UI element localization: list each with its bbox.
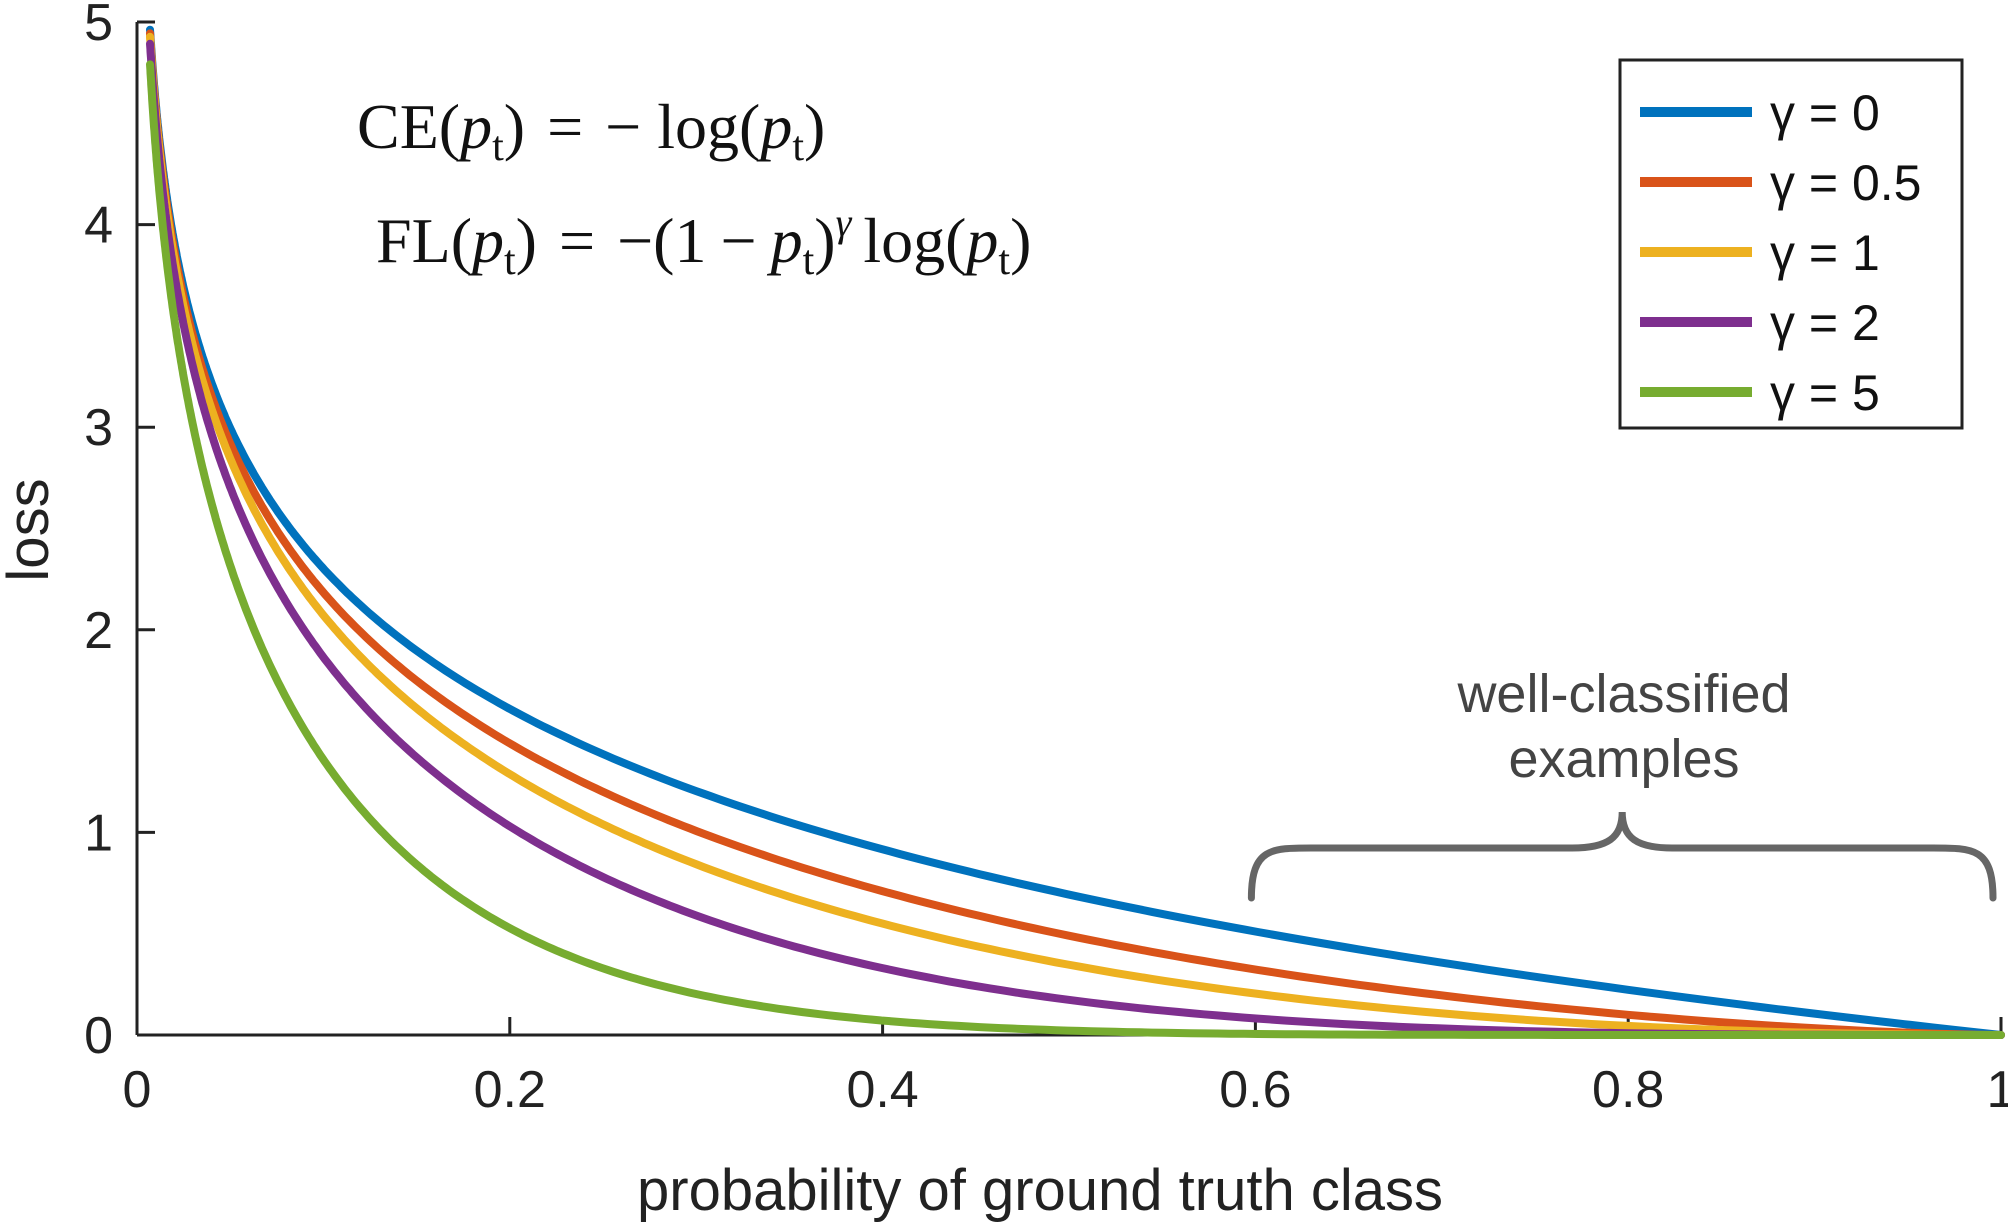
legend: γ = 0 γ = 0.5 γ = 1 γ = 2 γ = 5: [1618, 58, 1964, 430]
ce-p2: p: [756, 91, 792, 162]
ce-equation: CE(pt) = − log(pt): [357, 91, 825, 170]
y-tick-label: 2: [84, 602, 113, 660]
fl-rparen: ): [516, 205, 537, 276]
fl-lparen: (: [451, 205, 472, 276]
ce-minus: −: [605, 91, 641, 162]
fl-gamma: γ: [836, 200, 853, 245]
legend-label: γ = 5: [1770, 365, 1880, 421]
legend-label: γ = 1: [1770, 225, 1880, 281]
fl-t: t: [504, 238, 516, 284]
x-tick-label: 0: [123, 1061, 152, 1119]
x-tick-label: 0.4: [846, 1061, 918, 1119]
fl-minus: −: [617, 205, 653, 276]
y-tick-label: 0: [84, 1007, 113, 1065]
fl-t3: t: [998, 238, 1010, 284]
x-ticks: 0 0.2 0.4 0.6 0.8 1: [123, 1017, 2008, 1119]
annotation-line-2: examples: [1508, 729, 1739, 789]
ce-p: p: [456, 91, 492, 162]
fl-equation: FL(pt) = −(1− pt)γ log(pt): [376, 200, 1031, 284]
fl-p3: p: [962, 205, 998, 276]
annotation-line-1: well-classified: [1456, 664, 1790, 724]
y-tick-label: 5: [84, 0, 113, 52]
fl-rparen3: ): [1010, 205, 1031, 276]
fl-minus2: −: [720, 205, 756, 276]
fl-p2: p: [767, 205, 803, 276]
ce-rparen2: ): [804, 91, 825, 162]
legend-items: γ = 0 γ = 0.5 γ = 1 γ = 2 γ = 5: [1640, 85, 1922, 421]
ce-eq: =: [547, 91, 583, 162]
loss-curves: [146, 25, 2005, 1039]
x-tick-label: 0.2: [474, 1061, 546, 1119]
y-tick-label: 3: [84, 399, 113, 457]
fl-name: FL: [376, 205, 451, 276]
x-tick-label: 0.6: [1219, 1061, 1291, 1119]
fl-log: log: [863, 205, 945, 276]
ce-t: t: [492, 124, 504, 170]
brace-path: [1247, 811, 1997, 902]
plot-area: 0 0.2 0.4 0.6 0.8 1 0 1 2 3 4 5: [84, 0, 2008, 1119]
fl-lparen3: (: [945, 205, 966, 276]
legend-label: γ = 2: [1770, 295, 1880, 351]
y-tick-label: 4: [84, 197, 113, 255]
fl-t2: t: [803, 238, 815, 284]
loss-curve-gamma-5: [146, 60, 2005, 1039]
ce-name: CE: [357, 91, 439, 162]
y-tick-label: 1: [84, 804, 113, 862]
ce-rparen: ): [504, 91, 525, 162]
fl-lparen2: (: [653, 205, 674, 276]
y-ticks: 0 1 2 3 4 5: [84, 0, 155, 1065]
legend-label: γ = 0: [1770, 85, 1880, 141]
x-axis-label: probability of ground truth class: [637, 1158, 1443, 1223]
legend-label: γ = 0.5: [1770, 155, 1922, 211]
x-tick-label: 0.8: [1592, 1061, 1664, 1119]
well-classified-brace: [1247, 811, 1997, 902]
fl-rparen2: ): [814, 205, 835, 276]
loss-curve-gamma-2: [146, 39, 2005, 1039]
fl-one: 1: [674, 205, 706, 276]
ce-log: log: [657, 91, 739, 162]
ce-lparen2: (: [739, 91, 760, 162]
ce-lparen: (: [439, 91, 460, 162]
fl-eq: =: [559, 205, 595, 276]
x-tick-label: 1: [1987, 1061, 2008, 1119]
legend-box: [1618, 58, 1964, 430]
fl-p: p: [468, 205, 504, 276]
ce-t2: t: [792, 124, 804, 170]
y-axis-label: loss: [0, 478, 61, 581]
